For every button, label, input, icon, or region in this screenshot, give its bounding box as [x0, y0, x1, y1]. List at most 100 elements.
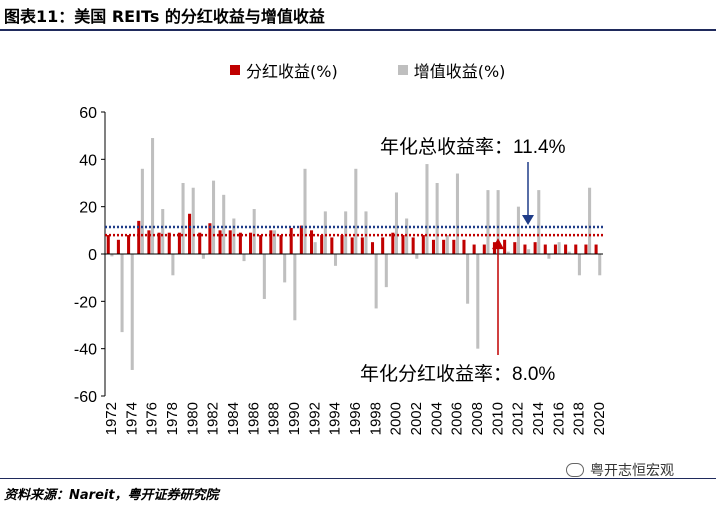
- y-tick-label: -20: [74, 294, 97, 311]
- x-tick-label: 2002: [408, 402, 425, 435]
- x-tick-label: 2016: [550, 402, 567, 435]
- bar-appreciation: [476, 254, 480, 349]
- bar-dividend: [421, 235, 425, 254]
- bar-dividend: [127, 235, 131, 254]
- bar-appreciation: [191, 187, 195, 254]
- x-tick-label: 2014: [530, 402, 547, 435]
- axes: [104, 112, 603, 396]
- bar-appreciation: [181, 183, 185, 254]
- title-rule: [0, 29, 716, 31]
- bar-appreciation: [394, 192, 399, 254]
- bar-dividend: [320, 235, 324, 254]
- bar-appreciation: [557, 242, 561, 254]
- bar-appreciation: [425, 164, 429, 254]
- wechat-icon: [566, 463, 584, 477]
- x-tick-label: 1974: [123, 402, 140, 435]
- bar-appreciation: [120, 254, 124, 333]
- bar-dividend: [106, 235, 110, 254]
- y-tick-label: 20: [79, 200, 97, 217]
- x-tick-label: 1988: [266, 402, 283, 435]
- y-tick-label: -40: [74, 342, 97, 359]
- bar-appreciation: [435, 183, 439, 254]
- total-return-label: 年化总收益率：11.4%: [380, 136, 566, 158]
- bar-appreciation: [222, 194, 226, 254]
- bar-appreciation: [130, 254, 134, 370]
- bar-dividend: [218, 230, 222, 254]
- y-tick-label: 0: [88, 247, 97, 264]
- bar-appreciation: [140, 168, 144, 254]
- bar-appreciation: [415, 254, 419, 259]
- bar-appreciation: [577, 254, 581, 276]
- legend-swatch-appreciation: [397, 65, 408, 75]
- bar-dividend: [289, 227, 293, 254]
- bar-appreciation: [496, 190, 500, 254]
- source-rule: [0, 478, 716, 479]
- bar-dividend: [564, 244, 568, 254]
- bar-appreciation: [283, 254, 287, 283]
- bar-dividend: [147, 230, 151, 254]
- legend-item-dividend: 分红收益(%): [230, 58, 338, 82]
- bar-dividend: [208, 223, 212, 254]
- bar-dividend: [238, 232, 242, 254]
- x-tick-label: 1980: [184, 402, 201, 435]
- legend-swatch-dividend: [230, 65, 240, 75]
- bar-appreciation: [384, 254, 388, 288]
- bar-dividend: [401, 235, 405, 254]
- figure-title: 图表11：美国 REITs 的分红收益与增值收益: [4, 7, 325, 26]
- y-tick-label: 60: [79, 105, 97, 122]
- bar-appreciation: [455, 173, 459, 254]
- legend-item-appreciation: 增值收益(%): [397, 58, 506, 82]
- bar-appreciation: [567, 251, 571, 254]
- x-axis-ticks: 1972 1974 1976 1978 1980 1982 1984 1986 1988 1990…: [103, 402, 608, 435]
- bar-dividend: [198, 232, 202, 254]
- bar-appreciation: [110, 254, 114, 257]
- legend-label-appreciation: 增值收益(%): [413, 62, 506, 81]
- bar-dividend: [279, 235, 283, 254]
- x-tick-label: 1998: [367, 402, 384, 435]
- bar-appreciation: [537, 190, 541, 254]
- x-tick-label: 1990: [286, 402, 303, 435]
- x-tick-label: 1978: [164, 402, 181, 435]
- x-tick-label: 2012: [510, 402, 527, 435]
- x-tick-label: 1982: [205, 402, 222, 435]
- bar-appreciation: [547, 254, 551, 259]
- bar-appreciation: [445, 235, 449, 254]
- y-tick-label: -60: [74, 389, 97, 406]
- bar-dividend: [533, 242, 537, 254]
- y-axis-ticks: 60 40 20 0 -20 -40 -60: [74, 105, 105, 406]
- bar-appreciation: [212, 180, 216, 254]
- bar-appreciation: [272, 230, 277, 254]
- bar-appreciation: [598, 254, 602, 276]
- x-tick-label: 1986: [245, 402, 262, 435]
- bar-appreciation: [201, 254, 205, 259]
- x-tick-label: 2018: [571, 402, 588, 435]
- x-tick-label: 2004: [428, 402, 445, 435]
- x-tick-label: 1996: [347, 402, 364, 435]
- bar-appreciation: [506, 251, 510, 254]
- x-tick-label: 2006: [449, 402, 466, 435]
- bar-appreciation: [293, 254, 297, 321]
- bar-dividend: [249, 232, 253, 254]
- bar-appreciation: [364, 211, 368, 254]
- bar-dividend: [269, 230, 273, 254]
- bar-appreciation: [486, 190, 490, 254]
- x-tick-label: 1972: [103, 402, 120, 435]
- total-return-arrowhead: [522, 215, 534, 226]
- bar-dividend: [259, 235, 263, 254]
- bar-dividend: [594, 244, 598, 254]
- bar-dividend: [228, 230, 232, 254]
- bar-appreciation: [252, 209, 256, 254]
- x-tick-label: 2020: [591, 402, 608, 435]
- legend-label-dividend: 分红收益(%): [246, 62, 338, 81]
- dividend-yield-arrowhead: [492, 238, 504, 250]
- bar-dividend: [503, 239, 507, 254]
- bar-appreciation: [333, 254, 338, 266]
- bar-appreciation: [303, 168, 307, 254]
- x-tick-label: 2010: [489, 402, 506, 435]
- bar-appreciation: [344, 211, 348, 254]
- dividend-yield-label: 年化分红收益率：8.0%: [360, 363, 555, 385]
- bar-dividend: [543, 244, 547, 254]
- bar-dividend: [381, 237, 385, 254]
- bar-dividend: [523, 244, 527, 254]
